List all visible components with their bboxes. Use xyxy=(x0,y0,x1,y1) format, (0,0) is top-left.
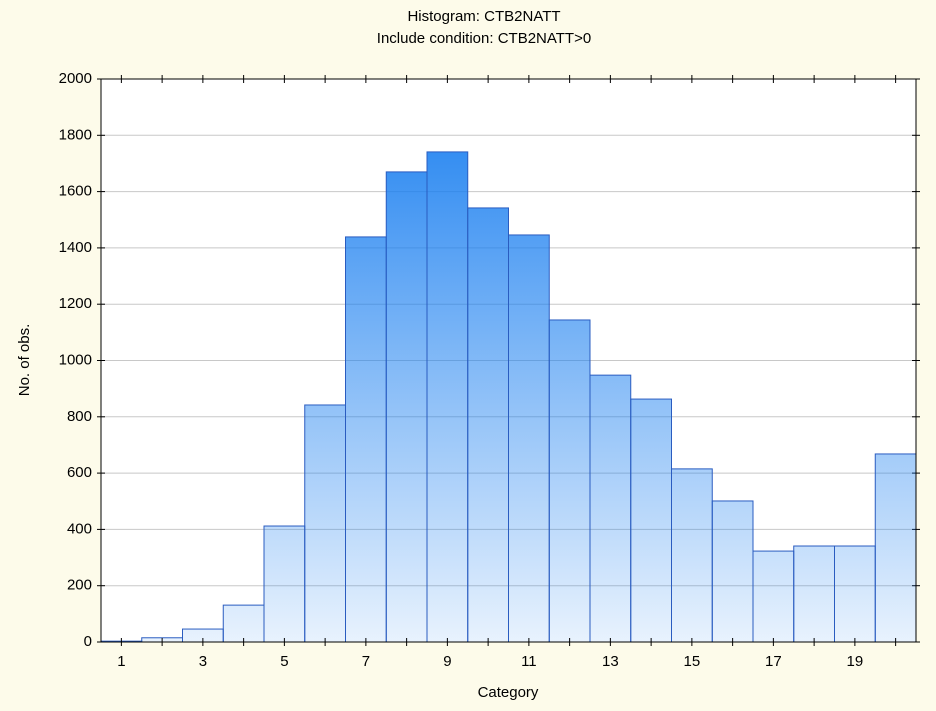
x-tick-label: 15 xyxy=(684,653,701,670)
bar xyxy=(345,236,387,643)
y-tick-label: 400 xyxy=(67,520,92,537)
bar xyxy=(752,550,795,643)
bar xyxy=(263,525,306,643)
y-tick-label: 1400 xyxy=(59,239,92,256)
y-axis-label: No. of obs. xyxy=(16,324,33,397)
chart-subtitle: Include condition: CTB2NATT>0 xyxy=(377,30,591,47)
bar xyxy=(630,398,672,643)
y-tick-label: 0 xyxy=(84,633,92,650)
bar xyxy=(589,374,632,643)
bar xyxy=(385,171,428,643)
x-tick-label: 19 xyxy=(847,653,864,670)
x-tick-label: 7 xyxy=(362,653,370,670)
bar xyxy=(671,468,713,643)
y-tick-label: 800 xyxy=(67,408,92,425)
x-axis-label: Category xyxy=(478,684,539,701)
bar xyxy=(548,319,591,643)
bar xyxy=(222,604,265,643)
x-tick-label: 3 xyxy=(199,653,207,670)
bar xyxy=(508,234,550,643)
y-tick-label: 600 xyxy=(67,464,92,481)
x-tick-label: 17 xyxy=(765,653,782,670)
y-tick-label: 1000 xyxy=(59,351,92,368)
plot-frame xyxy=(100,78,917,643)
bar xyxy=(874,453,917,643)
x-tick-label: 5 xyxy=(280,653,288,670)
bar xyxy=(426,151,469,643)
x-tick-label: 9 xyxy=(443,653,451,670)
y-tick-label: 1600 xyxy=(59,183,92,200)
x-tick-label: 13 xyxy=(602,653,619,670)
bar xyxy=(834,545,876,643)
bar xyxy=(304,404,346,643)
chart-title: Histogram: CTB2NATT xyxy=(407,8,560,25)
y-tick-label: 2000 xyxy=(59,70,92,87)
y-tick-label: 1200 xyxy=(59,295,92,312)
y-tick-label: 200 xyxy=(67,577,92,594)
bar xyxy=(711,500,754,643)
x-tick-label: 11 xyxy=(521,653,537,670)
y-tick-label: 1800 xyxy=(59,126,92,143)
x-tick-label: 1 xyxy=(117,653,125,670)
bar xyxy=(793,545,835,643)
bar xyxy=(467,207,509,643)
